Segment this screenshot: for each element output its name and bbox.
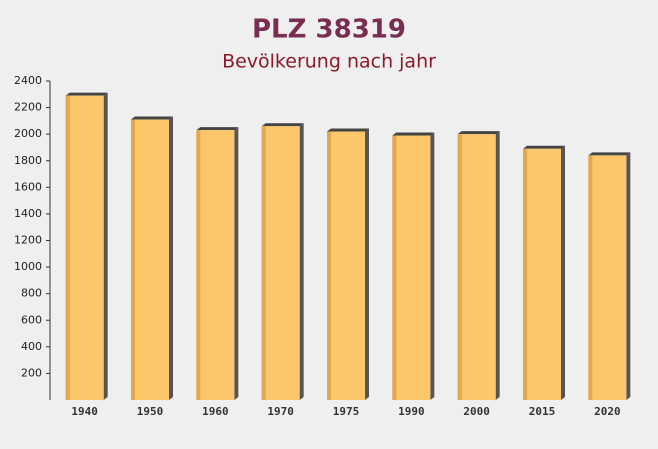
- bar-shade: [261, 126, 266, 401]
- bar-shade: [392, 135, 397, 400]
- bar: [392, 135, 431, 400]
- x-tick-label: 2000: [463, 405, 490, 418]
- chart-subtitle: Bevölkerung nach jahr: [222, 51, 436, 73]
- chart-title: PLZ 38319: [252, 15, 406, 45]
- y-tick-label: 600: [21, 313, 42, 326]
- bar-shade: [327, 131, 331, 400]
- bar-top: [523, 145, 565, 149]
- bar-top: [196, 127, 239, 131]
- bar-shade: [131, 119, 135, 400]
- x-tick-label: 2020: [594, 405, 621, 418]
- x-tick-label: 1960: [202, 405, 229, 418]
- bar: [261, 126, 300, 401]
- bar-side: [299, 123, 304, 401]
- bar-side: [626, 152, 631, 400]
- bar: [196, 130, 235, 400]
- bar: [65, 95, 104, 400]
- bar-side: [495, 131, 500, 400]
- y-tick-label: 1200: [14, 234, 42, 247]
- x-tick-label: 1940: [71, 405, 98, 418]
- bar-shade: [588, 155, 593, 400]
- y-tick-label: 1600: [14, 180, 42, 193]
- y-tick-label: 800: [21, 287, 42, 300]
- bar: [588, 155, 627, 400]
- bar: [457, 134, 496, 400]
- bar: [523, 148, 561, 400]
- x-tick-label: 2015: [529, 405, 556, 418]
- x-tick-label: 1970: [267, 405, 294, 418]
- bar-top: [327, 128, 369, 132]
- y-tick-label: 200: [21, 366, 42, 379]
- bar: [131, 119, 169, 400]
- bar-side: [561, 145, 565, 400]
- bar-top: [457, 131, 500, 135]
- bar-side: [430, 132, 435, 400]
- bar-side: [365, 128, 369, 400]
- bar-top: [588, 152, 631, 156]
- bar-shade: [196, 130, 201, 400]
- y-tick-label: 400: [21, 340, 42, 353]
- bar-side: [169, 116, 173, 400]
- bar-side: [234, 127, 239, 400]
- x-tick-label: 1950: [137, 405, 164, 418]
- x-tick-label: 1975: [333, 405, 360, 418]
- y-tick-label: 1800: [14, 154, 42, 167]
- y-tick-label: 1400: [14, 207, 42, 220]
- bar-top: [131, 116, 173, 120]
- bar-side: [103, 92, 108, 400]
- y-tick-label: 2000: [14, 127, 42, 140]
- bar: [327, 131, 365, 400]
- bar-shade: [65, 95, 70, 400]
- bar-top: [65, 92, 108, 96]
- y-tick-label: 2200: [14, 101, 42, 114]
- bar-top: [392, 132, 435, 136]
- bar-shade: [523, 148, 527, 400]
- bar-shade: [457, 134, 462, 400]
- bar-top: [261, 123, 304, 127]
- y-tick-label: 2400: [14, 74, 42, 87]
- y-tick-label: 1000: [14, 260, 42, 273]
- x-tick-label: 1990: [398, 405, 425, 418]
